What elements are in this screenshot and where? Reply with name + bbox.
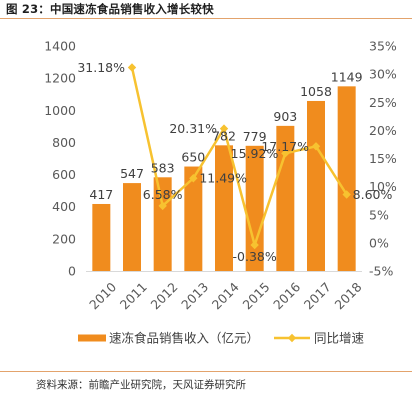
figure-title: 图 23：中国速冻食品销售收入增长较快 — [6, 2, 214, 16]
bar-value-label: 583 — [151, 160, 175, 175]
legend-line-marker — [287, 333, 297, 343]
bar — [337, 86, 356, 271]
bar-value-label: 903 — [273, 109, 297, 124]
line-value-label: 15.92% — [231, 146, 279, 161]
legend: 速冻食品销售收入（亿元） 同比增速 — [78, 331, 365, 346]
right-axis-tick-label: -5% — [369, 264, 393, 279]
right-axis: -5% 0% 5% 10% 15% 20% 25% 30% 35% — [369, 39, 397, 279]
growth-point-marker — [189, 174, 198, 183]
left-axis-tick-label: 1200 — [44, 71, 76, 86]
right-axis-tick-label: 0% — [369, 235, 389, 250]
x-axis-tick-label: 2015 — [239, 279, 272, 312]
right-axis-tick-label: 20% — [369, 123, 397, 138]
bar — [184, 166, 203, 271]
bar-series — [92, 86, 356, 271]
right-axis-tick-label: 30% — [369, 67, 397, 82]
growth-point-marker — [127, 63, 137, 72]
bar — [307, 100, 325, 271]
legend-bar-label: 速冻食品销售收入（亿元） — [109, 331, 259, 346]
line-value-labels: 31.18% 6.58% 11.49% 20.31% -0.38% 15.92%17.17… — [77, 60, 392, 264]
source-divider — [0, 371, 412, 372]
bar — [215, 145, 233, 271]
x-axis-tick-label: 2011 — [117, 279, 150, 312]
title-divider — [0, 18, 412, 19]
legend-bar-swatch — [78, 334, 106, 342]
line-value-label: 31.18% — [77, 60, 125, 75]
line-value-label: 6.58% — [143, 187, 183, 202]
right-axis-tick-label: 5% — [369, 207, 389, 222]
bar — [245, 145, 264, 271]
growth-line — [130, 67, 348, 247]
line-value-label: 11.49% — [199, 171, 247, 186]
x-axis-tick-label: 2012 — [147, 279, 180, 312]
right-axis-tick-label: 10% — [369, 179, 397, 194]
chart: 0 200 400 600 800 1000 1200 1400 -5% 0% 5% 10% 15% 2… — [44, 39, 397, 346]
line-value-label: 17.17% — [261, 139, 309, 154]
growth-point-marker — [311, 142, 321, 151]
x-axis-tick-label: 2017 — [301, 279, 334, 312]
bar-value-label: 417 — [89, 187, 113, 202]
left-axis-tick-label: 0 — [68, 264, 76, 279]
x-axis-tick-label: 2013 — [178, 279, 211, 312]
bar — [92, 203, 111, 271]
line-value-label: -0.38% — [233, 249, 277, 264]
growth-point-marker — [281, 149, 290, 158]
bar — [123, 183, 141, 271]
left-axis-tick-label: 1000 — [44, 103, 76, 118]
growth-point-marker — [158, 201, 167, 211]
source-note: 资料来源：前瞻产业研究院，天风证券研究所 — [36, 379, 246, 391]
x-axis-tick-label: 2010 — [86, 279, 119, 312]
x-axis-tick-label: 2016 — [270, 279, 303, 312]
bar-value-label: 779 — [243, 129, 267, 144]
growth-point-marker — [342, 190, 351, 199]
left-axis-tick-label: 1400 — [44, 39, 76, 54]
left-axis: 0 200 400 600 800 1000 1200 1400 — [44, 39, 76, 279]
bar-value-label: 547 — [120, 166, 144, 181]
line-value-label: 8.60% — [353, 187, 393, 202]
left-axis-tick-label: 800 — [52, 135, 76, 150]
left-axis-tick-label: 400 — [52, 199, 76, 214]
x-axis-tick-label: 2018 — [331, 279, 364, 312]
growth-point-marker — [219, 124, 229, 133]
right-axis-tick-label: 15% — [369, 151, 397, 166]
bar-value-label: 782 — [212, 128, 236, 143]
x-axis-tick-label: 2014 — [209, 279, 242, 312]
right-axis-tick-label: 35% — [369, 39, 397, 54]
bar-value-label: 650 — [181, 150, 205, 165]
bar-value-label: 1058 — [300, 84, 332, 99]
bar-value-label: 1149 — [331, 69, 363, 84]
growth-point-marker — [250, 240, 259, 250]
left-axis-tick-label: 600 — [52, 167, 76, 182]
bar — [276, 125, 295, 271]
left-axis-tick-label: 200 — [52, 231, 76, 246]
right-axis-tick-label: 25% — [369, 95, 397, 110]
line-value-label: 20.31% — [169, 121, 217, 136]
growth-line-series — [127, 63, 351, 250]
legend-line-label: 同比增速 — [314, 331, 365, 346]
